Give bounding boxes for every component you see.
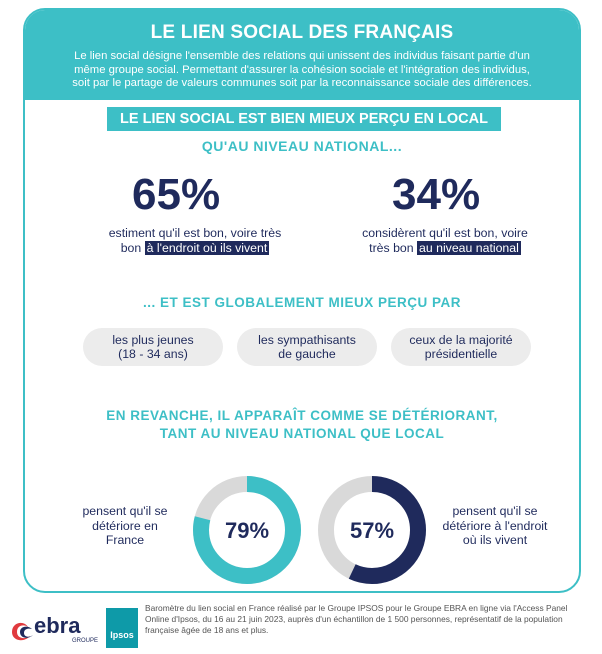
footer-line: Online d'Ipsos, du 16 au 21 juin 2023, a… xyxy=(145,614,563,624)
stat-national-value: 34% xyxy=(392,170,481,219)
donut-local-value: 57% xyxy=(350,518,394,543)
section3-title-line: EN REVANCHE, IL APPARAÎT COMME SE DÉTÉRI… xyxy=(106,408,498,423)
ebra-logo-text: ebra xyxy=(34,613,81,638)
ebra-logo: ebra GROUPE xyxy=(6,610,98,648)
footer-line: Baromètre du lien social en France réali… xyxy=(145,603,568,613)
pill-line: ceux de la majorité xyxy=(409,333,513,347)
donut-local-arc xyxy=(318,476,426,584)
stat-local-label: estiment qu'il est bon, voire très bon à… xyxy=(95,226,295,255)
section2-title: ... ET EST GLOBALEMENT MIEUX PERÇU PAR xyxy=(142,295,462,310)
footer-note: Baromètre du lien social en France réali… xyxy=(145,603,590,636)
donut-label-line: France xyxy=(105,533,145,547)
section1-subtitle: QU'AU NIVEAU NATIONAL... xyxy=(201,138,403,154)
donut-label-line: pensent qu'il se xyxy=(452,504,538,518)
donut-label-line: détériore en xyxy=(92,518,158,533)
donut-label-line: où ils vivent xyxy=(462,533,528,547)
infographic-card: LE LIEN SOCIAL DES FRANÇAIS Le lien soci… xyxy=(23,8,581,593)
pill-line: les sympathisants xyxy=(258,333,356,347)
section3-title: EN REVANCHE, IL APPARAÎT COMME SE DÉTÉRI… xyxy=(25,407,579,443)
donut-france: 79% xyxy=(193,476,301,584)
stat-national-line: considèrent qu'il est bon, voire xyxy=(362,226,528,240)
stat-local-line: bon à l'endroit où ils vivent xyxy=(95,240,295,256)
section1-title: LE LIEN SOCIAL EST BIEN MIEUX PERÇU EN L… xyxy=(107,107,501,131)
donut-france-label: pensent qu'il se détériore en France xyxy=(65,504,185,548)
pill-line: présidentielle xyxy=(424,347,498,361)
intro-text: Le lien social désigne l'ensemble des re… xyxy=(39,50,565,91)
ebra-logo-sub: GROUPE xyxy=(72,638,99,644)
pill-left-sympathisers: les sympathisants de gauche xyxy=(237,328,377,366)
pill-majority: ceux de la majorité présidentielle xyxy=(391,328,531,366)
section3-title-line: TANT AU NIVEAU NATIONAL QUE LOCAL xyxy=(159,426,445,441)
stat-local-line: estiment qu'il est bon, voire très xyxy=(108,226,282,240)
ipsos-logo: Ipsos xyxy=(106,608,138,648)
pill-line: (18 - 34 ans) xyxy=(118,347,188,361)
donut-local-label: pensent qu'il se détériore à l'endroit o… xyxy=(425,504,565,548)
stat-local-highlight: à l'endroit où ils vivent xyxy=(144,240,270,255)
donut-local: 57% xyxy=(318,476,426,584)
header-banner: LE LIEN SOCIAL DES FRANÇAIS Le lien soci… xyxy=(25,10,579,100)
stat-national-highlight: au niveau national xyxy=(417,240,521,255)
pill-young: les plus jeunes (18 - 34 ans) xyxy=(83,328,223,366)
intro-line: même groupe social. Permettant d'assurer… xyxy=(74,63,530,76)
donut-france-arc xyxy=(193,476,301,584)
donut-label-line: pensent qu'il se xyxy=(82,504,168,518)
pill-line: de gauche xyxy=(278,347,336,361)
page-title: LE LIEN SOCIAL DES FRANÇAIS xyxy=(150,22,454,43)
donut-label-line: détériore à l'endroit xyxy=(442,518,548,533)
stat-national-line: très bon au niveau national xyxy=(345,240,545,256)
footer-line: française âgée de 18 ans et plus. xyxy=(145,625,269,635)
ipsos-logo-text: Ipsos xyxy=(110,630,134,640)
stat-local-plain: bon xyxy=(120,240,142,255)
stat-local-value: 65% xyxy=(132,170,221,219)
stat-national-label: considèrent qu'il est bon, voire très bo… xyxy=(345,226,545,255)
ebra-logo-mark xyxy=(12,622,33,641)
pill-line: les plus jeunes xyxy=(112,333,194,347)
intro-line: soit par le partage de valeurs communes … xyxy=(72,77,532,89)
intro-line: Le lien social désigne l'ensemble des re… xyxy=(74,50,530,62)
donut-france-value: 79% xyxy=(225,518,269,543)
stat-national-plain: très bon xyxy=(369,240,414,255)
